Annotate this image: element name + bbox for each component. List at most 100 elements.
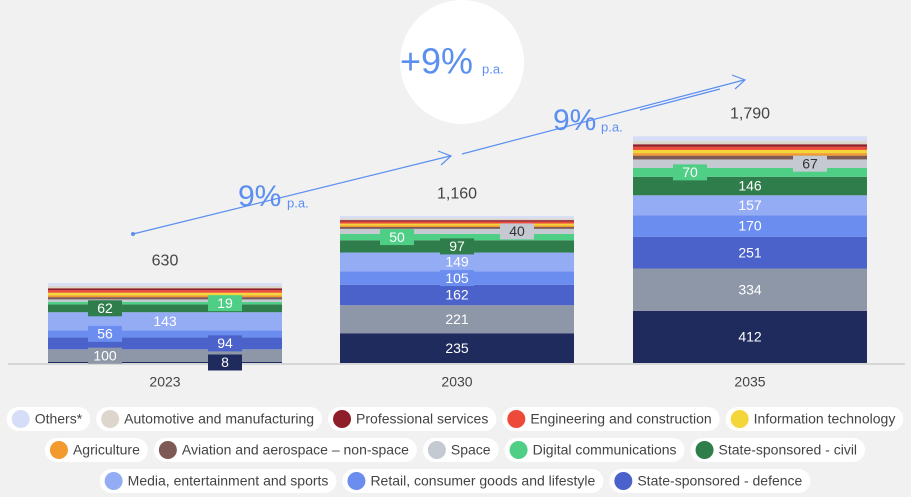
bar-segment (633, 153, 867, 156)
bar-segment (633, 149, 867, 154)
bar-segment (48, 290, 282, 293)
annotation-unit: p.a. (601, 119, 623, 134)
bar-segment (340, 216, 574, 219)
data-label: 251 (738, 244, 762, 260)
bar-segment (48, 295, 282, 298)
bar-segment (340, 252, 574, 272)
bar-segment (633, 167, 867, 177)
legend-swatch (507, 410, 526, 428)
x-tick-label: 2030 (441, 374, 472, 390)
legend-pill (725, 407, 904, 431)
legend-pill (328, 407, 497, 431)
legend-swatch (158, 441, 177, 459)
bar-segment (340, 223, 574, 226)
legend-label: Aviation and aerospace – non-space (182, 442, 409, 458)
legend-label: Media, entertainment and sports (128, 473, 329, 489)
label-box (793, 155, 827, 172)
legend-label: Others* (35, 411, 83, 427)
legend-item: Information technology (725, 407, 904, 431)
legend-item: Engineering and construction (502, 407, 720, 431)
legend-swatch (347, 472, 366, 490)
label-box (440, 238, 474, 255)
legend-swatch (614, 472, 633, 490)
legend-item: Digital communications (504, 438, 685, 462)
label-box (88, 300, 122, 317)
data-label: 170 (738, 218, 762, 234)
data-label: 105 (445, 270, 469, 286)
bar-segment (340, 218, 574, 221)
arrow-start (131, 232, 135, 236)
total-label: 630 (152, 252, 179, 269)
bar-segment (48, 292, 282, 296)
bar-segment (633, 159, 867, 168)
bar-segment (48, 301, 282, 305)
data-label: 143 (153, 313, 177, 329)
bar-segment (633, 146, 867, 150)
growth-arrow (132, 155, 451, 235)
bar-segment (48, 297, 282, 300)
bar-segment (340, 220, 574, 222)
data-label: 50 (389, 229, 405, 245)
highlight-circle (400, 0, 524, 124)
annotation-unit: p.a. (287, 195, 309, 210)
legend-item: Space (422, 438, 499, 462)
bar-segment (48, 349, 282, 362)
label-box (88, 325, 122, 342)
data-label: 40 (509, 223, 525, 239)
bar-segment (48, 285, 282, 289)
total-label: 1,160 (437, 185, 477, 202)
legend-label: Information technology (754, 411, 896, 427)
bar-segment (340, 233, 574, 241)
data-label: 100 (93, 347, 117, 363)
data-label: 94 (217, 335, 233, 351)
bar-segment (48, 361, 282, 363)
bar-segment (633, 195, 867, 216)
data-label: 412 (738, 329, 762, 345)
legend-pill (153, 438, 417, 462)
legend-label: Professional services (356, 411, 488, 427)
legend-label: Agriculture (73, 442, 140, 458)
label-box (88, 347, 122, 364)
label-box (208, 354, 242, 371)
arrow-head (437, 150, 453, 166)
legend-swatch (509, 441, 528, 459)
legend-pill (342, 469, 604, 493)
annotation: +9% (400, 41, 473, 82)
label-box (208, 295, 242, 312)
bar-segment (48, 283, 282, 286)
legend-swatch (104, 472, 123, 490)
legend-pill (504, 438, 685, 462)
legend-pill (99, 469, 337, 493)
legend-pill (609, 469, 811, 493)
legend-row: Agriculture Aviation and aerospace – non-… (44, 438, 866, 462)
legend-label: State-sponsored - defence (637, 473, 802, 489)
data-label: 221 (445, 311, 469, 327)
data-label: 235 (445, 340, 469, 356)
annotation: 9% (553, 104, 596, 137)
legend-pill (96, 407, 323, 431)
legend-label: Space (451, 442, 491, 458)
bar-segment (633, 141, 867, 145)
data-label: 19 (217, 295, 233, 311)
data-label: 334 (738, 281, 762, 297)
legend-label: Automotive and manufacturing (124, 411, 314, 427)
data-label: 67 (802, 155, 818, 171)
bar-segment (633, 236, 867, 269)
bar-segment (633, 176, 867, 196)
growth-arrow (639, 88, 721, 111)
legend-item: Media, entertainment and sports (99, 469, 337, 493)
legend-item: Others* (6, 407, 91, 431)
legend-item: Aviation and aerospace – non-space (153, 438, 417, 462)
x-tick-label: 2023 (149, 374, 180, 390)
bar-segment (48, 299, 282, 302)
legend-pill (44, 438, 148, 462)
bar-segment (48, 330, 282, 338)
label-box (440, 270, 474, 287)
bar-segment (633, 136, 867, 142)
legend-swatch (11, 410, 30, 428)
bar-segment (340, 305, 574, 334)
bar-segment (340, 226, 574, 229)
legend-row: Others* Automotive and manufacturing Profe… (6, 407, 904, 431)
annotation-unit: p.a. (482, 61, 504, 76)
